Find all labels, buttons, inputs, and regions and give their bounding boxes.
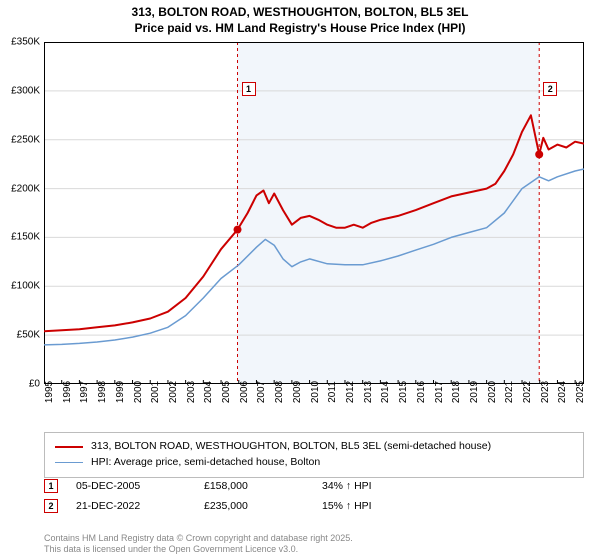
marker-price: £158,000 — [204, 480, 304, 492]
x-tick-label: 2014 — [380, 381, 391, 403]
x-tick-label: 2006 — [239, 381, 250, 403]
x-tick-label: 2008 — [274, 381, 285, 403]
x-tick-label: 2021 — [504, 381, 515, 403]
x-tick-label: 2010 — [310, 381, 321, 403]
x-tick-label: 1998 — [97, 381, 108, 403]
marker-table-row: 1 05-DEC-2005 £158,000 34% ↑ HPI — [44, 476, 584, 496]
marker-badge: 2 — [44, 499, 58, 513]
x-tick-label: 2004 — [203, 381, 214, 403]
legend-label: HPI: Average price, semi-detached house,… — [91, 455, 320, 471]
chart-title: 313, BOLTON ROAD, WESTHOUGHTON, BOLTON, … — [0, 0, 600, 38]
title-line-2: Price paid vs. HM Land Registry's House … — [0, 20, 600, 36]
y-tick-label: £0 — [29, 379, 40, 390]
y-tick-label: £350K — [11, 37, 40, 48]
marker-table-row: 2 21-DEC-2022 £235,000 15% ↑ HPI — [44, 496, 584, 516]
footer-attribution: Contains HM Land Registry data © Crown c… — [44, 533, 353, 556]
chart-plot-area — [44, 42, 584, 384]
legend-swatch — [55, 446, 83, 448]
legend-swatch — [55, 462, 83, 464]
y-tick-label: £50K — [17, 330, 40, 341]
marker-table: 1 05-DEC-2005 £158,000 34% ↑ HPI 2 21-DEC-202… — [44, 476, 584, 516]
x-tick-label: 2023 — [540, 381, 551, 403]
x-tick-label: 2025 — [575, 381, 586, 403]
x-tick-label: 2020 — [487, 381, 498, 403]
x-tick-label: 2007 — [256, 381, 267, 403]
x-tick-label: 1997 — [79, 381, 90, 403]
y-tick-label: £250K — [11, 134, 40, 145]
x-tick-label: 2002 — [168, 381, 179, 403]
chart-marker-badge: 1 — [242, 82, 256, 96]
x-tick-label: 2003 — [186, 381, 197, 403]
chart-marker-badge: 2 — [543, 82, 557, 96]
marker-badge: 1 — [44, 479, 58, 493]
marker-date: 05-DEC-2005 — [76, 480, 186, 492]
x-tick-label: 2012 — [345, 381, 356, 403]
x-tick-label: 2011 — [327, 381, 338, 403]
x-tick-label: 2009 — [292, 381, 303, 403]
chart-svg — [44, 42, 584, 384]
footer-line-2: This data is licensed under the Open Gov… — [44, 544, 353, 556]
legend-row: HPI: Average price, semi-detached house,… — [55, 455, 573, 471]
legend: 313, BOLTON ROAD, WESTHOUGHTON, BOLTON, … — [44, 432, 584, 478]
x-tick-label: 2017 — [434, 381, 445, 403]
x-tick-label: 2005 — [221, 381, 232, 403]
x-tick-label: 2001 — [150, 381, 161, 403]
footer-line-1: Contains HM Land Registry data © Crown c… — [44, 533, 353, 545]
x-tick-label: 1999 — [115, 381, 126, 403]
x-tick-label: 2013 — [363, 381, 374, 403]
x-tick-label: 1995 — [44, 381, 55, 403]
y-tick-label: £150K — [11, 232, 40, 243]
y-tick-label: £200K — [11, 183, 40, 194]
y-tick-label: £300K — [11, 85, 40, 96]
x-tick-label: 2019 — [469, 381, 480, 403]
x-tick-label: 2018 — [451, 381, 462, 403]
marker-price: £235,000 — [204, 500, 304, 512]
marker-delta: 15% ↑ HPI — [322, 500, 584, 512]
x-tick-label: 2015 — [398, 381, 409, 403]
x-tick-label: 1996 — [62, 381, 73, 403]
x-tick-label: 2000 — [133, 381, 144, 403]
x-tick-label: 2024 — [557, 381, 568, 403]
x-tick-label: 2016 — [416, 381, 427, 403]
y-tick-label: £100K — [11, 281, 40, 292]
legend-row: 313, BOLTON ROAD, WESTHOUGHTON, BOLTON, … — [55, 439, 573, 455]
marker-date: 21-DEC-2022 — [76, 500, 186, 512]
marker-delta: 34% ↑ HPI — [322, 480, 584, 492]
chart-container: 313, BOLTON ROAD, WESTHOUGHTON, BOLTON, … — [0, 0, 600, 560]
x-tick-label: 2022 — [522, 381, 533, 403]
title-line-1: 313, BOLTON ROAD, WESTHOUGHTON, BOLTON, … — [0, 4, 600, 20]
legend-label: 313, BOLTON ROAD, WESTHOUGHTON, BOLTON, … — [91, 439, 491, 455]
